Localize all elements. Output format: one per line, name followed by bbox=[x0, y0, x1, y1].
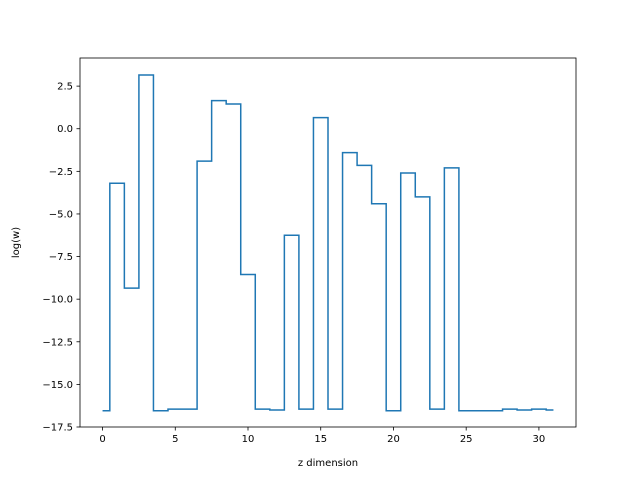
y-tick-label: −7.5 bbox=[49, 252, 73, 263]
y-tick-label: −12.5 bbox=[42, 337, 73, 348]
x-axis-label: z dimension bbox=[298, 458, 358, 469]
series-line-0 bbox=[102, 74, 554, 412]
y-tick-label: 0.0 bbox=[57, 124, 73, 135]
x-tick-label: 15 bbox=[314, 434, 327, 445]
x-tick-label: 10 bbox=[242, 434, 255, 445]
y-tick-label: −5.0 bbox=[49, 209, 73, 220]
plot-frame bbox=[79, 57, 577, 428]
x-tick-label: 25 bbox=[460, 434, 473, 445]
x-tick-label: 20 bbox=[387, 434, 400, 445]
y-axis-label: log(w) bbox=[11, 227, 22, 258]
x-ticks: 0 5 10 15 20 25 30 bbox=[99, 427, 545, 445]
x-tick-label: 30 bbox=[533, 434, 546, 445]
y-ticks: 2.5 0.0 −2.5 −5.0 −7.5 −10.0 −12.5 −15.0 −17.5 bbox=[42, 82, 80, 434]
y-tick-label: −15.0 bbox=[42, 380, 73, 391]
y-tick-label: −10.0 bbox=[42, 295, 73, 306]
y-tick-label: −17.5 bbox=[42, 423, 73, 434]
x-tick-label: 0 bbox=[99, 434, 105, 445]
x-tick-label: 5 bbox=[172, 434, 178, 445]
series-layer bbox=[102, 74, 554, 412]
y-tick-label: 2.5 bbox=[57, 82, 73, 93]
y-tick-label: −2.5 bbox=[49, 167, 73, 178]
